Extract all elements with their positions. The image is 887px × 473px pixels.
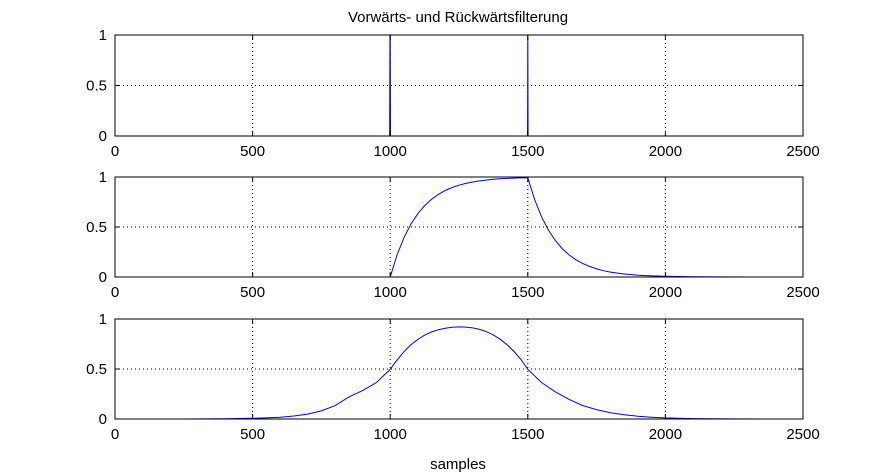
y-tick-label: 0.5 [86,219,107,236]
x-tick-label: 500 [240,143,265,160]
x-tick-label: 2000 [649,426,682,443]
x-tick-label: 1500 [511,426,544,443]
y-tick-label: 0 [99,128,107,145]
x-tick-label: 0 [111,143,119,160]
x-tick-label: 2000 [649,284,682,301]
figure-title: Vorwärts- und Rückwärtsfilterung [348,9,568,26]
subplot-2: 0 500 1000 1500 2000 2500 0 0.5 1 [86,169,820,301]
x-tick-label: 1500 [511,143,544,160]
y-tick-label: 0 [99,411,107,428]
x-tick-label: 1000 [374,284,407,301]
y-tick-label: 1 [99,311,107,328]
x-tick-label: 1000 [374,143,407,160]
x-tick-label: 500 [240,426,265,443]
x-tick-label: 500 [240,284,265,301]
x-tick-label: 2500 [786,143,819,160]
x-tick-label: 0 [111,284,119,301]
x-axis-label: samples [430,456,486,473]
subplot-1: 0 500 1000 1500 2000 2500 0 0.5 1 [86,27,820,160]
y-tick-label: 0.5 [86,361,107,378]
x-tick-label: 2500 [786,284,819,301]
y-tick-label: 0.5 [86,78,107,95]
x-tick-label: 0 [111,426,119,443]
x-tick-label: 1500 [511,284,544,301]
x-tick-label: 2000 [649,143,682,160]
x-tick-label: 2500 [786,426,819,443]
y-tick-label: 1 [99,27,107,44]
y-tick-label: 0 [99,269,107,286]
x-tick-label: 1000 [374,426,407,443]
subplot-3: 0 500 1000 1500 2000 2500 0 0.5 1 [86,311,820,443]
series-line [115,326,804,420]
y-tick-label: 1 [99,169,107,186]
